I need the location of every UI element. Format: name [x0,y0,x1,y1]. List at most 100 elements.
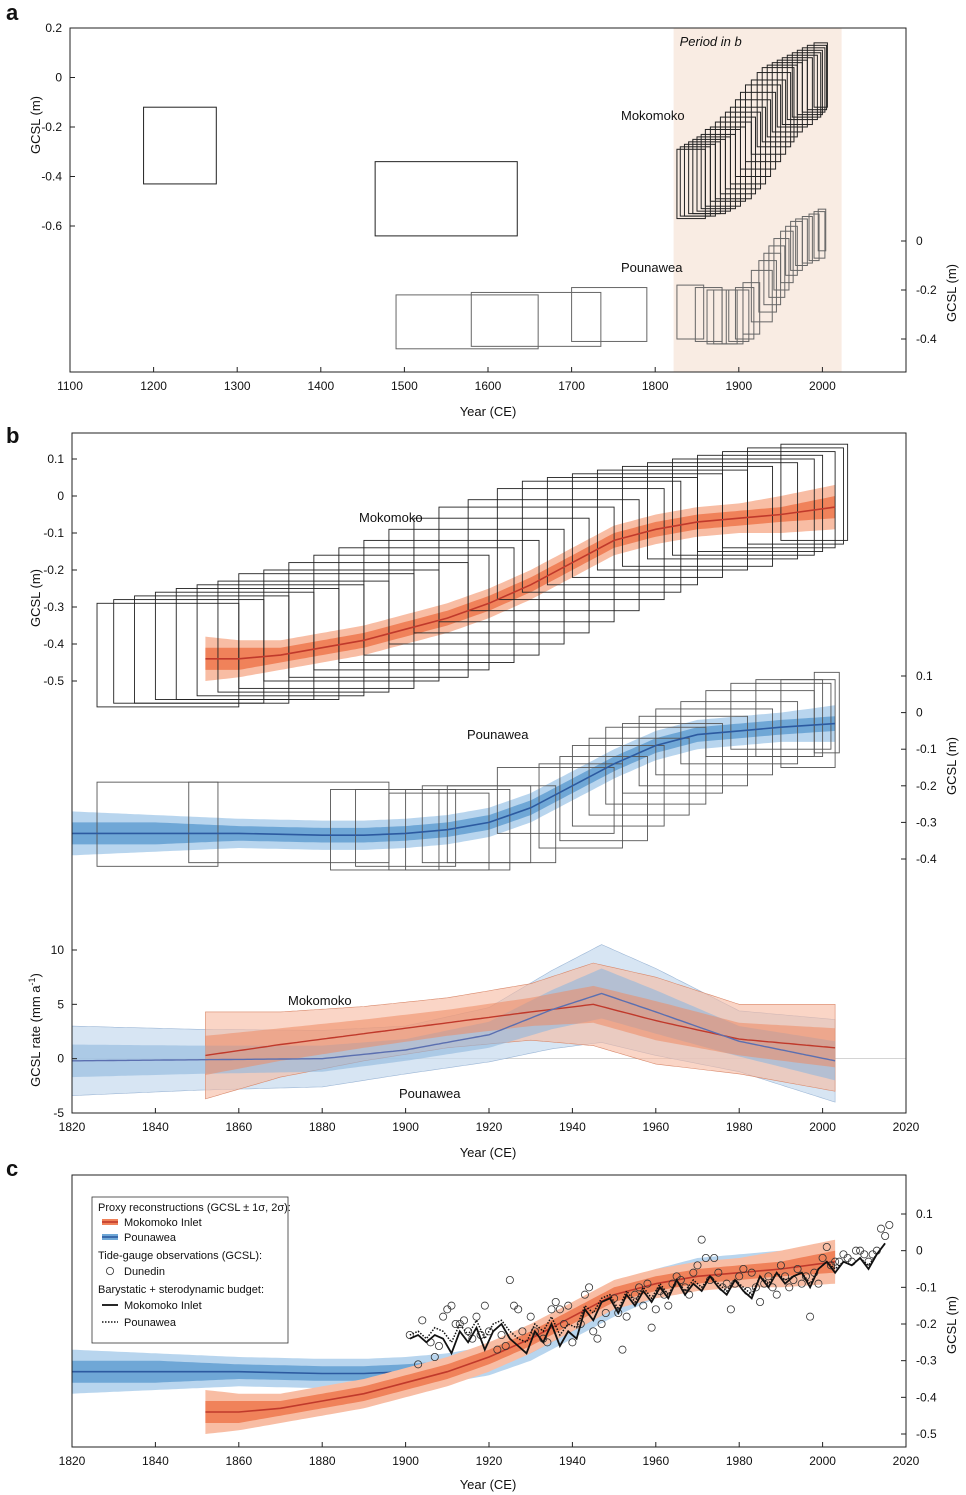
dunedin-point [806,1312,815,1321]
pounawea-box [780,230,794,284]
mokomoko-box [374,161,518,237]
y-tick-label-right: 0 [916,234,923,248]
y-tick-label-right: -0.5 [916,1427,937,1441]
panel-c: Proxy reconstructions (GCSL ± 1σ, 2σ): Mo… [59,1174,959,1492]
dunedin-point [739,1265,748,1274]
y-tick-label: -0.4 [41,170,62,184]
pounawea-box [559,756,648,842]
mokomoko-box [413,517,590,634]
x-tick-label: 1100 [57,379,83,393]
x-tick-label: 2020 [893,1120,920,1134]
y-tick-label-right: -0.3 [916,815,937,829]
y-tick-label: 0.1 [47,452,64,466]
pounawea-box [395,294,539,350]
dunedin-point [693,1261,702,1270]
legend-item-mokomoko-budget: Mokomoko Inlet [124,1300,202,1312]
pounawea-box [728,289,750,342]
dunedin-point [860,1250,869,1259]
mokomoko-box [761,67,795,143]
mokomoko-box [747,447,844,545]
dunedin-point [501,1342,510,1351]
dunedin-point [735,1272,744,1281]
dunedin-point [726,1305,735,1314]
pounawea-box [496,767,615,834]
mokomoko-box [338,547,515,663]
panel-a: Period in b Mokomoko Pounawea 1100 1200 1300 1… [28,21,959,419]
rate-y-tick-label: -5 [53,1106,64,1120]
y-tick-label: -0.5 [43,674,64,688]
pounawea-box [785,225,798,276]
mokomoko-box [780,443,849,541]
dunedin-point [459,1316,468,1325]
dunedin-point [885,1221,894,1230]
pounawea-box [801,216,813,264]
y-axis-label: GCSL (m) [28,96,43,154]
dunedin-point [876,1224,885,1233]
dunedin-point [614,1309,623,1318]
series-label-pounawea: Pounawea [467,727,529,742]
dunedin-point [505,1276,514,1285]
x-tick-label: 1600 [475,379,502,393]
dunedin-point [518,1327,527,1336]
dunedin-point [651,1305,660,1314]
y-tick-label-right: -0.4 [916,852,937,866]
mokomoko-band-1sigma [205,496,836,670]
pounawea-box [638,715,748,787]
legend-header-proxy: Proxy reconstructions (GCSL ± 1σ, 2σ): [98,1202,291,1214]
mokomoko-band-1sigma [205,1250,836,1423]
dunedin-point [856,1246,865,1255]
legend-header-tide: Tide-gauge observations (GCSL): [98,1250,262,1262]
dunedin-point [564,1301,573,1310]
panel-b: Mokomoko Pounawea Mokomoko Pounawea 1820 1840… [27,432,959,1160]
mokomoko-box [363,539,540,656]
pounawea-box [734,287,755,340]
dunedin-point [851,1246,860,1255]
mokomoko-box [744,84,782,163]
x-tick-label: 1860 [225,1454,252,1468]
x-tick-label: 1980 [726,1454,753,1468]
x-tick-label: 1840 [142,1120,169,1134]
mokomoko-box [521,480,682,593]
mokomoko-box [496,488,665,601]
x-tick-label: 1820 [59,1120,86,1134]
mokomoko-box [791,52,822,118]
x-tick-label: 2020 [893,1454,920,1468]
dunedin-point [514,1305,523,1314]
x-tick-label: 1400 [307,379,334,393]
rate-y-tick-label: 5 [57,997,64,1011]
dunedin-point [526,1312,535,1321]
pounawea-box [758,260,777,313]
y-tick-label-right: -0.4 [916,1390,937,1404]
x-tick-label: 1900 [392,1454,419,1468]
x-tick-label: 1880 [309,1120,336,1134]
dunedin-point [555,1305,564,1314]
x-tick-label: 1840 [142,1454,169,1468]
pounawea-box [773,238,790,291]
pounawea-box [768,245,786,298]
x-tick-label: 2000 [809,1454,836,1468]
dunedin-point [447,1301,456,1310]
pounawea-box [655,708,774,776]
mokomoko-box [750,79,787,155]
x-tick-label: 1820 [59,1454,86,1468]
x-tick-label: 1900 [725,379,752,393]
x-tick-label: 1960 [642,1454,669,1468]
dunedin-point [701,1254,710,1263]
dunedin-point [576,1320,585,1329]
legend-marker-dunedin [106,1267,115,1276]
mokomoko-box [739,91,777,170]
panel-label-c: c [6,1156,18,1181]
legend-header-budget: Barystatic + sterodynamic budget: [98,1284,264,1296]
dunedin-point [814,1279,823,1288]
legend-item-mokomoko: Mokomoko Inlet [124,1217,202,1229]
x-tick-label: 2000 [809,1120,836,1134]
mokomoko-box [756,72,792,148]
dunedin-point [455,1320,464,1329]
dunedin-point [430,1353,439,1362]
pounawea-rate-line [72,992,836,1062]
x-tick-label: 1800 [642,379,669,393]
pounawea-box [446,785,557,864]
dunedin-point [443,1305,452,1314]
dunedin-point [589,1327,598,1336]
